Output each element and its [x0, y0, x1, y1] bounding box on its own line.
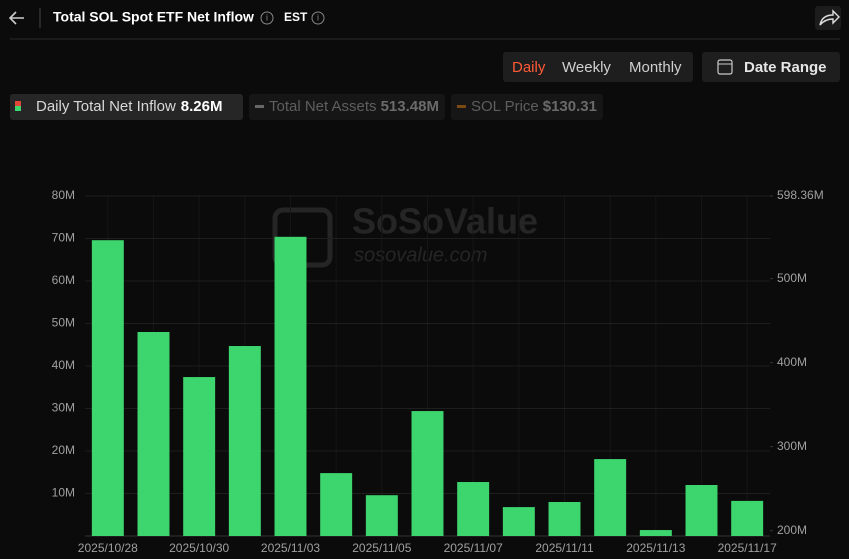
- tab[interactable]: Daily: [512, 59, 546, 76]
- bar: [228, 346, 261, 536]
- y-tick-label: 20M: [52, 443, 75, 457]
- legend-value: 513.48M: [381, 98, 439, 115]
- watermark-site: sosovalue.com: [354, 244, 487, 266]
- legend-swatch: [15, 106, 21, 111]
- bar: [183, 377, 216, 536]
- y-tick-label: 10M: [52, 486, 75, 500]
- bar: [411, 411, 444, 536]
- date-range-button[interactable]: Date Range: [702, 52, 840, 82]
- x-tick-label: 2025/10/28: [78, 541, 138, 555]
- x-tick-label: 2025/11/13: [626, 541, 685, 555]
- tab[interactable]: Weekly: [562, 59, 611, 76]
- legend-chip: [450, 94, 603, 120]
- bar: [365, 495, 398, 536]
- info-icon[interactable]: i: [260, 11, 274, 25]
- bar: [594, 459, 627, 536]
- bar: [731, 500, 764, 536]
- y2-tick-label: 300M: [777, 439, 807, 453]
- y2-tick-label: 200M: [777, 523, 807, 537]
- x-tick-label: 2025/11/11: [535, 541, 594, 555]
- bar: [502, 507, 535, 536]
- x-tick-label: 2025/11/07: [444, 541, 503, 555]
- bar: [548, 502, 581, 536]
- bar: [91, 240, 124, 536]
- bar: [457, 482, 490, 536]
- y2-tick-label: 400M: [777, 355, 807, 369]
- legend-chip: [249, 94, 445, 120]
- bar: [320, 473, 353, 536]
- legend-label: SOL Price: [471, 98, 539, 115]
- legend-swatch: [15, 101, 21, 106]
- timezone: EST: [284, 10, 308, 24]
- date-range-label: Date Range: [744, 59, 827, 76]
- y-tick-label: 40M: [52, 358, 75, 372]
- legend-swatch: [255, 105, 264, 108]
- bar: [639, 530, 672, 536]
- watermark-brand: SoSoValue: [352, 201, 538, 242]
- y-tick-label: 30M: [52, 401, 75, 415]
- svg-text:i: i: [266, 12, 268, 22]
- legend-value: $130.31: [543, 98, 597, 115]
- legend-label: Total Net Assets: [269, 98, 377, 115]
- y2-tick-label: 598.36M: [777, 188, 824, 202]
- share-button[interactable]: [815, 6, 841, 30]
- legend-swatch: [456, 105, 466, 108]
- bar: [274, 236, 307, 537]
- back-button[interactable]: [8, 11, 24, 25]
- legend-value: 8.26M: [181, 98, 223, 115]
- bar: [137, 332, 170, 536]
- x-tick-label: 2025/11/05: [352, 541, 411, 555]
- legend-chip: [10, 94, 243, 120]
- y-tick-label: 60M: [52, 273, 75, 287]
- y2-tick-label: 500M: [777, 271, 807, 285]
- legend-label: Daily Total Net Inflow: [36, 98, 176, 115]
- page-title: Total SOL Spot ETF Net Inflow: [53, 9, 254, 25]
- x-tick-label: 2025/10/30: [169, 541, 229, 555]
- y-tick-label: 70M: [52, 231, 75, 245]
- y-tick-label: 80M: [52, 188, 75, 202]
- x-tick-label: 2025/11/03: [261, 541, 320, 555]
- x-tick-label: 2025/11/17: [718, 541, 777, 555]
- y-tick-label: 50M: [52, 316, 75, 330]
- svg-text:i: i: [317, 12, 319, 22]
- back-arrow: [8, 11, 24, 25]
- bar: [685, 485, 718, 536]
- tab[interactable]: Monthly: [629, 59, 682, 76]
- tab-group: [503, 52, 693, 82]
- info-icon[interactable]: i: [311, 11, 325, 25]
